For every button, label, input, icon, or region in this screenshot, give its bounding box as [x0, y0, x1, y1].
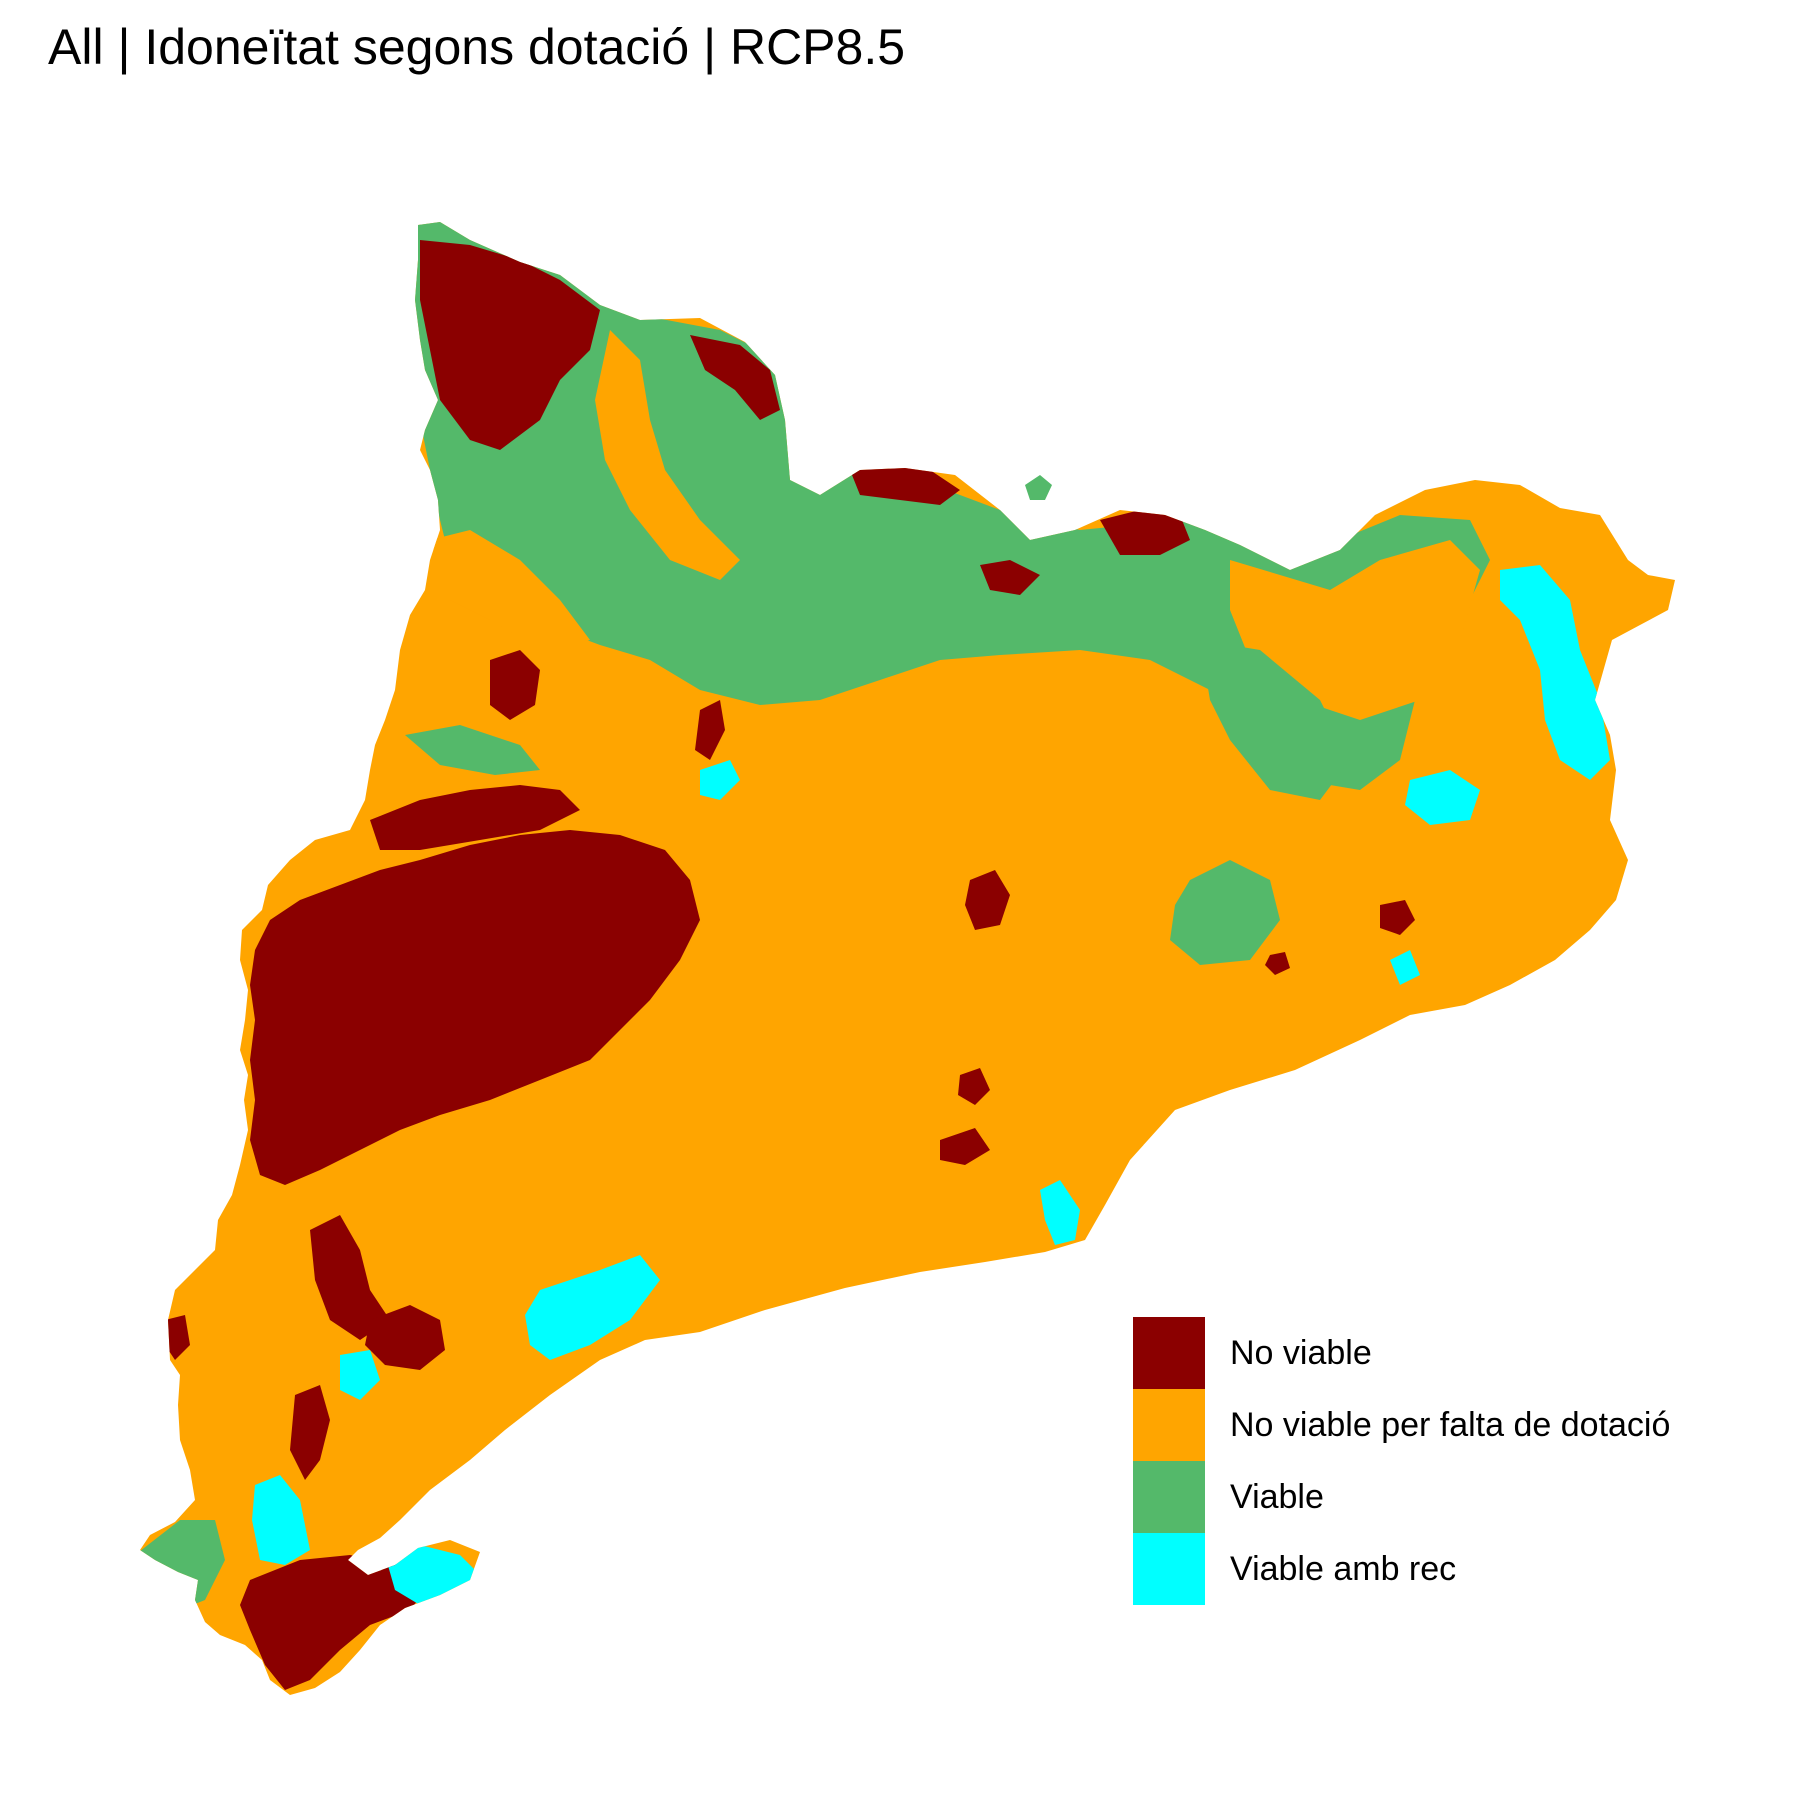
region-viable-rec-tarragona [525, 1255, 660, 1360]
region-no-viable-west-2 [695, 700, 725, 760]
region-viable-rec-east-2 [1390, 950, 1420, 985]
region-no-viable-lleida-arm [370, 785, 580, 850]
region-viable-east-hills [1200, 640, 1350, 800]
region-no-viable-east-dot-2 [1265, 952, 1290, 975]
region-no-viable-east-dot-1 [1380, 900, 1415, 935]
region-valley-dotacio-1 [595, 330, 740, 580]
region-viable-rec-ebre [252, 1475, 310, 1565]
region-no-viable-sw-edge [165, 1315, 190, 1360]
region-no-viable-south-3 [290, 1385, 330, 1480]
region-viable-rec-south-1 [340, 1350, 380, 1400]
region-viable-rec-east-1 [1405, 770, 1480, 825]
region-no-viable-south-2 [365, 1305, 445, 1370]
legend-label-viable-amb-rec: Viable amb rec [1230, 1550, 1457, 1588]
region-enclave-llivia [1025, 475, 1052, 500]
legend-key-no-viable-dotacio [1133, 1389, 1205, 1461]
region-no-viable-pyrenees-2 [690, 335, 780, 420]
region-viable-montseny [1170, 860, 1280, 965]
region-no-viable-center-2 [958, 1068, 990, 1105]
region-no-viable-pyrenees-1 [420, 240, 600, 450]
region-no-viable-south-1 [310, 1215, 390, 1340]
region-no-viable-center-1 [965, 870, 1010, 930]
region-no-viable-center-3 [940, 1128, 990, 1165]
legend-key-no-viable [1133, 1317, 1205, 1389]
legend-label-viable: Viable [1230, 1478, 1324, 1516]
region-no-viable-west-1 [490, 650, 540, 720]
legend-label-no-viable-dotacio: No viable per falta de dotació [1230, 1406, 1671, 1444]
region-valley-dotacio-2 [430, 530, 590, 650]
region-valley-dotacio-3 [1230, 540, 1480, 720]
region-no-viable-delta [240, 1555, 430, 1690]
map-title: All | Idoneïtat segons dotació | RCP8.5 [48, 19, 906, 75]
region-viable-rec-north [700, 760, 740, 800]
region-viable-rec-coast [1040, 1180, 1080, 1245]
region-no-viable-pyrenees-4 [1100, 510, 1190, 555]
region-no-viable-pyrenees-3 [850, 465, 960, 505]
legend-label-no-viable: No viable [1230, 1334, 1372, 1372]
region-viable-rec-emporda [1500, 565, 1610, 780]
legend-key-viable-amb-rec [1133, 1533, 1205, 1605]
legend-key-viable [1133, 1461, 1205, 1533]
region-no-viable-pyrenees-5 [980, 560, 1040, 595]
region-no-viable-lleida-plain [250, 830, 700, 1185]
region-viable-west-strip [405, 725, 540, 775]
